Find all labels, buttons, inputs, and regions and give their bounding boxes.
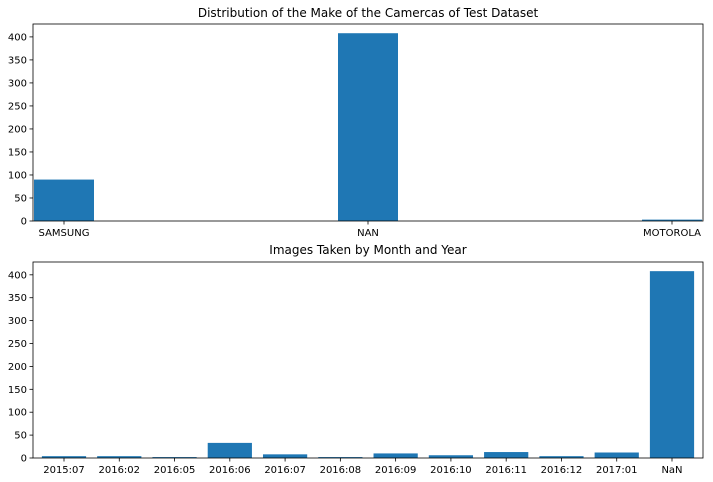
y-tick-label: 350 (8, 293, 27, 304)
x-tick-label: 2016:07 (264, 465, 306, 476)
y-tick-label: 100 (8, 170, 27, 181)
bar-nan (338, 33, 398, 222)
x-tick-label: 2016:02 (98, 465, 140, 476)
bar-motorola (642, 219, 702, 221)
bar-2016-02 (97, 456, 142, 458)
chart-title: Distribution of the Make of the Camercas… (198, 6, 539, 20)
bar-2017-01 (594, 452, 639, 458)
bar-2016-09 (373, 453, 418, 458)
x-tick-label: 2016:06 (209, 465, 251, 476)
y-tick-label: 50 (14, 431, 27, 442)
y-tick-label: 350 (8, 55, 27, 66)
y-tick-label: 150 (8, 385, 27, 396)
y-tick-label: 200 (8, 124, 27, 135)
bar-2016-05 (152, 457, 197, 458)
x-tick-label: 2017:01 (596, 465, 638, 476)
plot-area: 2015:07 2016:02 2016:05 2016:06 2016:07 2016:… (8, 261, 704, 476)
bar-2016-08 (318, 457, 363, 458)
y-tick-label: 0 (21, 217, 27, 228)
y-tick-label: 400 (8, 32, 27, 43)
y-tick-label: 300 (8, 316, 27, 327)
y-tick-label: 150 (8, 147, 27, 158)
x-tick-label: NaN (661, 465, 682, 476)
axes-frame (32, 23, 704, 222)
y-tick-label: 50 (14, 193, 27, 204)
chart-month-year: Images Taken by Month and Year 2015:07 20… (8, 243, 704, 476)
y-tick-label: 250 (8, 339, 27, 350)
bar-samsung (34, 179, 94, 221)
x-tick-label: 2016:08 (320, 465, 362, 476)
x-tick-label: 2016:12 (541, 465, 583, 476)
x-tick-label: 2016:09 (375, 465, 417, 476)
x-tick-label: NAN (357, 228, 379, 239)
x-tick-label: 2015:07 (43, 465, 85, 476)
y-tick-label: 400 (8, 270, 27, 281)
bar-2016-06 (207, 442, 252, 458)
x-tick-label: SAMSUNG (39, 228, 90, 239)
x-tick-label: 2016:05 (154, 465, 196, 476)
bar-2016-12 (539, 456, 584, 458)
x-tick-label: 2016:11 (485, 465, 527, 476)
bar-nan (649, 271, 695, 458)
y-tick-label: 200 (8, 362, 27, 373)
x-tick-label: MOTOROLA (643, 228, 701, 239)
y-tick-label: 100 (8, 408, 27, 419)
y-tick-label: 250 (8, 101, 27, 112)
x-tick-label: 2016:10 (430, 465, 472, 476)
chart-title: Images Taken by Month and Year (269, 243, 466, 257)
y-tick-label: 300 (8, 78, 27, 89)
chart-camera-make: Distribution of the Make of the Camercas… (8, 6, 704, 239)
bar-2016-10 (428, 455, 474, 458)
bar-2016-07 (262, 454, 308, 458)
y-tick-label: 0 (21, 454, 27, 465)
axes-frame (32, 261, 704, 459)
plot-area: SAMSUNG NAN MOTOROLA 0 50 100 150 200 250 300 350 4… (8, 23, 704, 239)
bar-2015-07 (41, 456, 87, 458)
bar-2016-11 (484, 452, 529, 458)
